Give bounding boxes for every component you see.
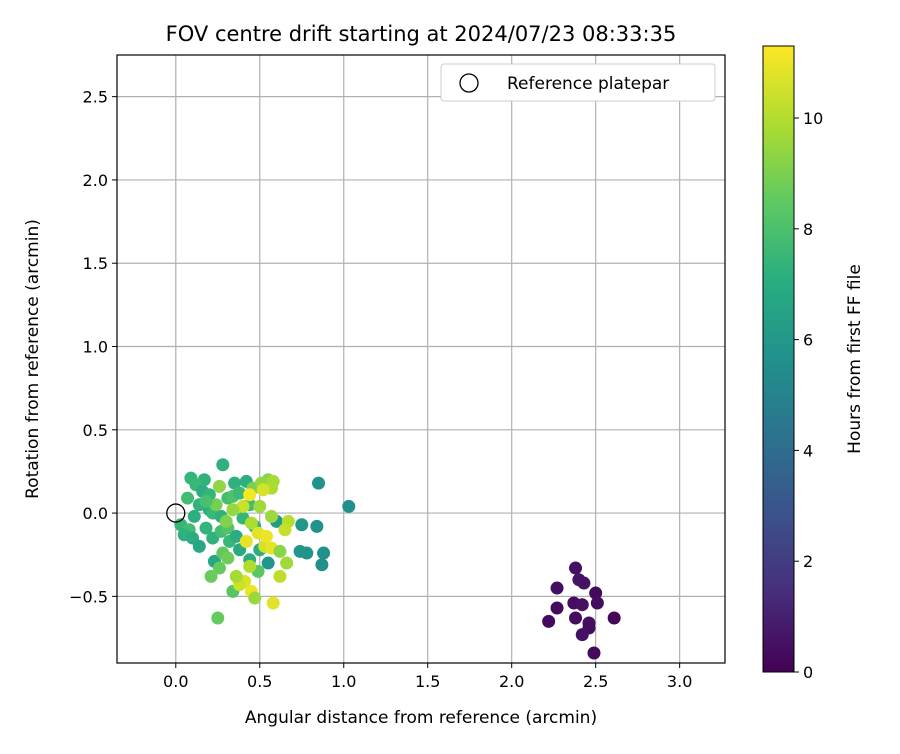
data-point bbox=[219, 514, 233, 528]
legend-marker-reference bbox=[459, 73, 479, 93]
data-point bbox=[204, 569, 218, 583]
y-tick-label: 1.5 bbox=[83, 254, 108, 273]
data-point bbox=[295, 518, 309, 532]
data-point bbox=[243, 559, 257, 573]
data-point bbox=[317, 546, 331, 560]
data-point bbox=[248, 591, 262, 605]
data-point bbox=[300, 546, 314, 560]
data-point bbox=[226, 503, 240, 517]
chart-title: FOV centre drift starting at 2024/07/23 … bbox=[166, 22, 677, 46]
data-point bbox=[342, 499, 356, 513]
data-point bbox=[216, 458, 230, 472]
points-layer bbox=[166, 458, 621, 660]
data-point bbox=[239, 534, 253, 548]
y-tick-layer: −0.5 0.0 0.5 1.0 1.5 2.0 2.5 bbox=[69, 88, 117, 606]
data-point bbox=[192, 539, 206, 553]
data-point bbox=[212, 479, 226, 493]
data-point bbox=[244, 516, 258, 530]
data-point bbox=[256, 483, 270, 497]
x-tick-label: 1.5 bbox=[415, 672, 440, 691]
x-tick-label: 2.0 bbox=[499, 672, 524, 691]
data-point bbox=[587, 646, 601, 660]
data-point bbox=[261, 556, 275, 570]
data-point bbox=[278, 523, 292, 537]
data-point bbox=[243, 488, 257, 502]
legend-label-reference: Reference platepar bbox=[507, 74, 669, 94]
data-point bbox=[228, 476, 242, 490]
x-tick-label: 3.0 bbox=[667, 672, 692, 691]
y-tick-label: 2.0 bbox=[83, 171, 108, 190]
y-tick-label: 0.5 bbox=[83, 421, 108, 440]
y-tick-label: −0.5 bbox=[69, 587, 108, 606]
data-point bbox=[259, 529, 273, 543]
data-point bbox=[542, 614, 556, 628]
data-point bbox=[590, 596, 604, 610]
data-point bbox=[266, 596, 280, 610]
data-point bbox=[253, 499, 267, 513]
data-point bbox=[280, 556, 294, 570]
data-point bbox=[233, 486, 247, 500]
data-point bbox=[607, 611, 621, 625]
data-point bbox=[229, 529, 243, 543]
data-point bbox=[273, 544, 287, 558]
data-point bbox=[569, 561, 583, 575]
data-point bbox=[569, 611, 583, 625]
data-point bbox=[236, 499, 250, 513]
data-point bbox=[187, 509, 201, 523]
colorbar-tick-label: 10 bbox=[803, 109, 823, 128]
legend: Reference platepar bbox=[440, 63, 716, 102]
data-point bbox=[312, 476, 326, 490]
data-point bbox=[221, 551, 235, 565]
y-tick-label: 2.5 bbox=[83, 88, 108, 107]
colorbar-tick-layer: 0 2 4 6 8 10 bbox=[794, 109, 823, 682]
data-point bbox=[265, 509, 279, 523]
x-axis-label: Angular distance from reference (arcmin) bbox=[245, 708, 597, 728]
x-tick-label: 2.5 bbox=[583, 672, 608, 691]
x-tick-label: 1.0 bbox=[331, 672, 356, 691]
data-point bbox=[315, 558, 329, 572]
x-tick-label: 0.0 bbox=[163, 672, 188, 691]
data-point bbox=[212, 561, 226, 575]
data-point bbox=[229, 569, 243, 583]
data-point bbox=[209, 498, 223, 512]
data-point bbox=[310, 519, 324, 533]
data-point bbox=[199, 521, 213, 535]
colorbar-tick-label: 8 bbox=[803, 220, 813, 239]
x-tick-label: 0.5 bbox=[247, 672, 272, 691]
data-point bbox=[577, 576, 591, 590]
legend-box bbox=[440, 63, 716, 102]
colorbar-gradient bbox=[762, 45, 795, 673]
data-point bbox=[199, 494, 213, 508]
x-tick-layer: 0.0 0.5 1.0 1.5 2.0 2.5 3.0 bbox=[163, 663, 692, 691]
data-point bbox=[589, 586, 603, 600]
colorbar-tick-label: 6 bbox=[803, 331, 813, 350]
y-axis-label: Rotation from reference (arcmin) bbox=[23, 219, 43, 499]
y-tick-label: 0.0 bbox=[83, 504, 108, 523]
colorbar-tick-label: 4 bbox=[803, 441, 813, 460]
y-tick-label: 1.0 bbox=[83, 338, 108, 357]
data-point bbox=[181, 491, 195, 505]
data-point bbox=[550, 601, 564, 615]
data-point bbox=[575, 598, 589, 612]
data-point bbox=[575, 628, 589, 642]
colorbar-label: Hours from first FF file bbox=[845, 264, 865, 454]
reference-platepar-marker bbox=[166, 503, 186, 523]
colorbar: 0 2 4 6 8 10 Hours from first FF file bbox=[762, 45, 865, 682]
colorbar-tick-label: 0 bbox=[803, 663, 813, 682]
data-point bbox=[211, 611, 225, 625]
plot-frame bbox=[116, 54, 726, 664]
data-point bbox=[550, 581, 564, 595]
colorbar-tick-label: 2 bbox=[803, 552, 813, 571]
data-point bbox=[273, 569, 287, 583]
